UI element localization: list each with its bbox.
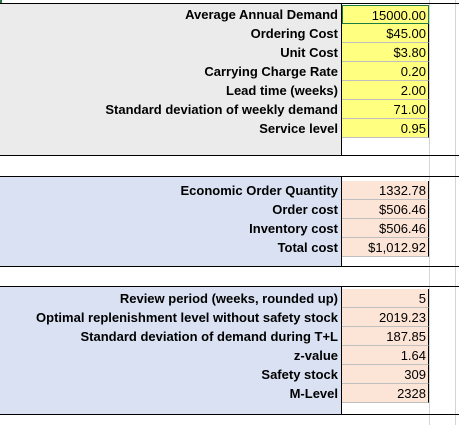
review-row: Optimal replenishment level without safe… (0, 308, 459, 327)
review-label: z-value (293, 348, 338, 363)
input-row: Ordering Cost $45.00 (0, 24, 459, 43)
input-row: Standard deviation of weekly demand 71.0… (0, 100, 459, 119)
input-cell[interactable]: $45.00 (342, 24, 429, 43)
input-cell[interactable]: 0.95 (342, 119, 429, 138)
column-gridline (429, 0, 430, 425)
review-label: Review period (weeks, rounded up) (119, 291, 338, 306)
input-row: Lead time (weeks) 2.00 (0, 81, 459, 100)
border-line (341, 3, 342, 156)
input-row: Carrying Charge Rate 0.20 (0, 62, 459, 81)
input-cell[interactable]: 71.00 (342, 100, 429, 119)
review-row: z-value 1.64 (0, 346, 459, 365)
input-label: Unit Cost (280, 45, 338, 60)
input-cell[interactable]: 2.00 (342, 81, 429, 100)
input-label: Average Annual Demand (185, 7, 338, 22)
review-row: Standard deviation of demand during T+L … (0, 327, 459, 346)
border-line (0, 155, 459, 156)
border-line (0, 176, 459, 177)
review-cell[interactable]: 5 (342, 289, 429, 308)
eoq-row: Total cost $1,012.92 (0, 238, 459, 257)
input-cell[interactable]: 15000.00 (342, 5, 429, 24)
input-cell[interactable]: 0.20 (342, 62, 429, 81)
input-row: Service level 0.95 (0, 119, 459, 138)
border-line (341, 286, 342, 415)
border-line (0, 414, 459, 415)
eoq-label: Economic Order Quantity (180, 183, 338, 198)
review-cell[interactable]: 2328 (342, 384, 429, 403)
border-line (0, 266, 459, 267)
review-cell[interactable]: 309 (342, 365, 429, 384)
review-row: Review period (weeks, rounded up) 5 (0, 289, 459, 308)
inputs-label-block (0, 3, 342, 155)
review-cell[interactable]: 1.64 (342, 346, 429, 365)
review-label-block (0, 286, 342, 414)
eoq-label: Inventory cost (249, 221, 338, 236)
eoq-row: Economic Order Quantity 1332.78 (0, 181, 459, 200)
review-label: M-Level (289, 386, 338, 401)
input-label: Service level (259, 121, 338, 136)
border-line (0, 286, 459, 287)
eoq-row: Order cost $506.46 (0, 200, 459, 219)
eoq-label-block (0, 176, 342, 266)
input-row: Average Annual Demand 15000.00 (0, 5, 459, 24)
border-line (341, 176, 342, 267)
review-row: M-Level 2328 (0, 384, 459, 403)
input-label: Carrying Charge Rate (204, 64, 338, 79)
eoq-label: Total cost (277, 240, 338, 255)
eoq-cell[interactable]: $506.46 (342, 219, 429, 238)
review-cell[interactable]: 2019.23 (342, 308, 429, 327)
border-line (0, 3, 459, 4)
eoq-cell[interactable]: $1,012.92 (342, 238, 429, 257)
input-label: Standard deviation of weekly demand (105, 102, 338, 117)
input-label: Ordering Cost (250, 26, 338, 41)
eoq-row: Inventory cost $506.46 (0, 219, 459, 238)
review-cell[interactable]: 187.85 (342, 327, 429, 346)
review-label: Optimal replenishment level without safe… (36, 310, 338, 325)
input-label: Lead time (weeks) (226, 83, 338, 98)
review-label: Standard deviation of demand during T+L (80, 329, 339, 344)
column-gridline (455, 0, 456, 425)
review-label: Safety stock (261, 367, 338, 382)
input-row: Unit Cost $3.80 (0, 43, 459, 62)
eoq-cell[interactable]: 1332.78 (342, 181, 429, 200)
eoq-cell[interactable]: $506.46 (342, 200, 429, 219)
input-cell[interactable]: $3.80 (342, 43, 429, 62)
review-row: Safety stock 309 (0, 365, 459, 384)
eoq-label: Order cost (272, 202, 338, 217)
